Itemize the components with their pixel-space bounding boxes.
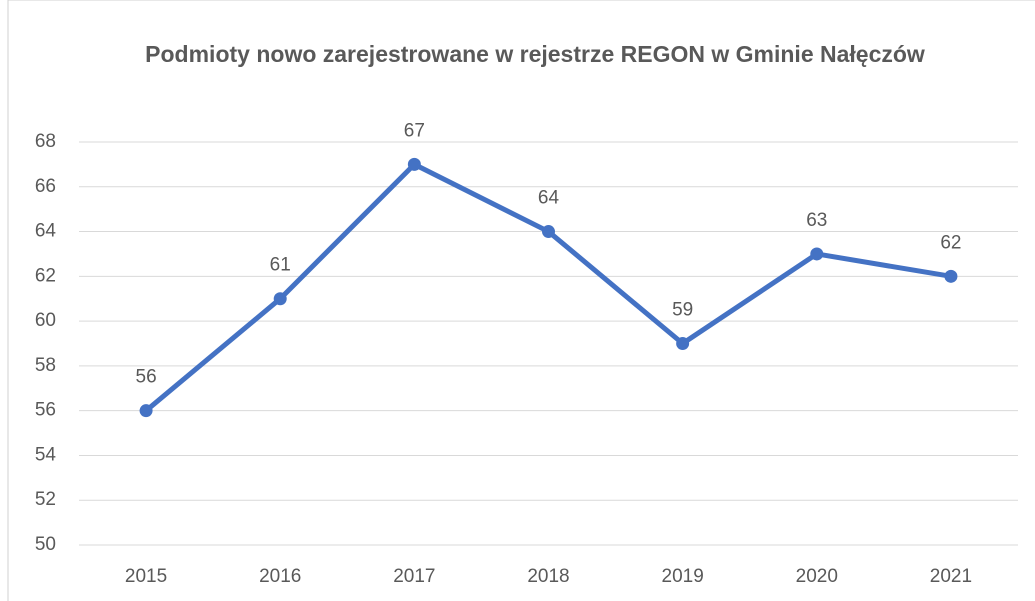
marker (139, 404, 153, 418)
data-label: 61 (270, 255, 291, 276)
marker (273, 292, 287, 306)
y-tick-label: 68 (35, 131, 56, 152)
marker (810, 247, 824, 261)
y-tick-label: 54 (35, 444, 57, 465)
x-tick-label: 2021 (930, 566, 972, 587)
y-tick-label: 58 (35, 355, 56, 376)
data-label: 62 (940, 232, 961, 253)
y-tick-label: 64 (35, 221, 57, 242)
chart-title: Podmioty nowo zarejestrowane w rejestrze… (145, 41, 925, 67)
x-tick-label: 2019 (662, 566, 704, 587)
data-label: 59 (672, 300, 693, 321)
data-label: 64 (538, 188, 560, 209)
marker (407, 157, 421, 171)
x-tick-label: 2015 (125, 566, 167, 587)
y-tick-label: 52 (35, 489, 56, 510)
x-tick-label: 2020 (796, 566, 838, 587)
chart-frame (7, 0, 1035, 601)
y-tick-label: 60 (35, 310, 56, 331)
y-tick-label: 56 (35, 400, 56, 421)
x-tick-label: 2018 (527, 566, 569, 587)
x-tick-label: 2016 (259, 566, 301, 587)
data-label: 56 (136, 367, 157, 388)
marker (542, 225, 555, 239)
data-label: 63 (806, 210, 827, 231)
marker (676, 337, 690, 350)
marker (944, 269, 958, 283)
x-tick-label: 2017 (393, 566, 435, 587)
y-tick-label: 62 (35, 265, 56, 286)
y-tick-label: 66 (35, 176, 56, 197)
data-label: 67 (404, 120, 425, 141)
y-tick-label: 50 (35, 534, 56, 555)
